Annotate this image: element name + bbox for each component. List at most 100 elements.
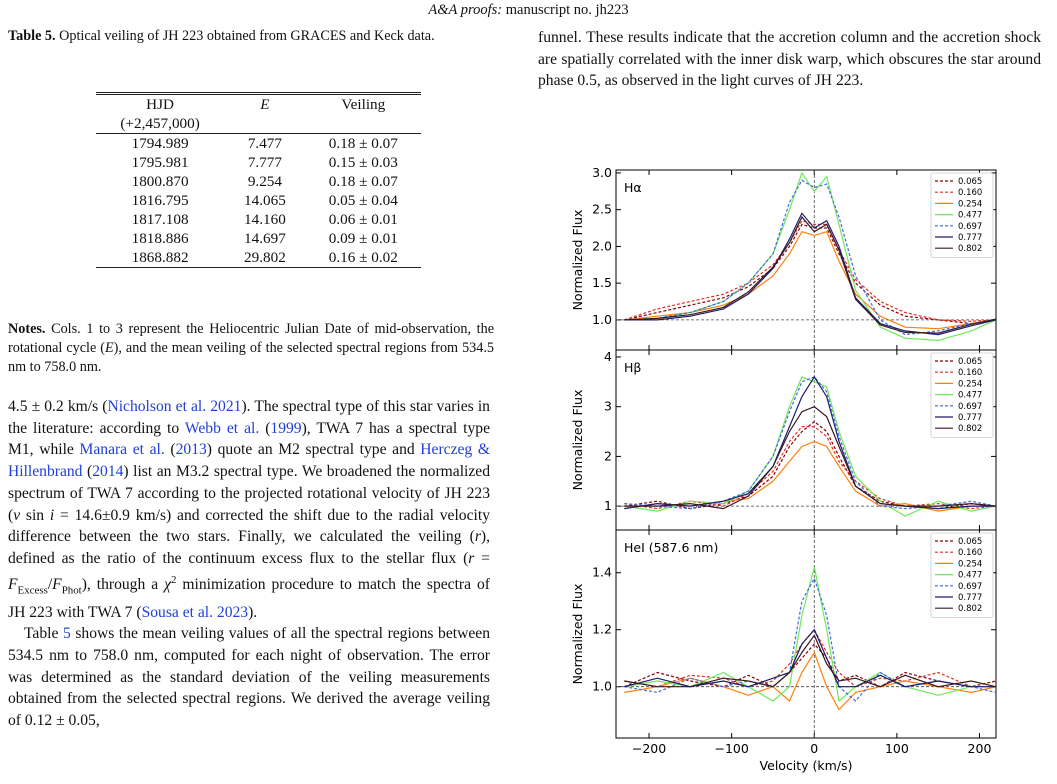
y-tick-label: 3.0 — [592, 165, 612, 180]
legend-label: 0.160 — [958, 548, 982, 558]
table-row: 1818.886 14.697 0.09 ± 0.01 — [96, 229, 421, 248]
table-header-cell: Veiling — [306, 94, 421, 115]
text-run: Optical veiling of JH 223 obtained from … — [55, 28, 435, 44]
citation-link[interactable]: Nicholson et al. 2021 — [107, 398, 242, 415]
y-tick-label: 1.5 — [592, 275, 612, 290]
text-run: shows the mean veiling values of all the… — [8, 625, 490, 730]
spectrum-line — [624, 230, 996, 330]
axes-frame — [615, 529, 997, 739]
text-run: 4.5 ± 0.2 km/s ( — [8, 398, 108, 415]
table-cell: 1795.981 — [131, 154, 189, 171]
text-run: ), defined as the ratio of the continuum… — [8, 528, 490, 567]
styled-text: E — [105, 340, 114, 356]
text-run: = — [474, 549, 490, 567]
body-text: 4.5 ± 0.2 km/s (Nicholson et al. 2021). … — [8, 396, 490, 732]
legend-label: 0.254 — [958, 379, 982, 389]
text-run: Cols. 1 to 3 represent the Heliocentric … — [8, 321, 494, 356]
table-row: 1795.981 7.777 0.15 ± 0.03 — [96, 153, 421, 172]
legend-label: 0.802 — [958, 244, 982, 254]
text-run: ), through a — [81, 575, 165, 593]
y-tick-label: 2.5 — [592, 202, 612, 217]
legend-label: 0.160 — [958, 368, 982, 378]
spectrum-line — [624, 215, 996, 334]
spectrum-line — [624, 375, 996, 510]
citation-link[interactable]: 2013 — [175, 441, 207, 459]
citation-link[interactable]: 5 — [62, 625, 71, 643]
citation-link[interactable]: Webb et al. — [184, 419, 260, 437]
header-text: (+2,457,000) — [120, 115, 200, 132]
legend-label: 0.777 — [958, 413, 982, 423]
styled-text: F — [52, 575, 62, 593]
text-run: sin — [20, 506, 50, 524]
spectrum-line — [624, 406, 996, 510]
legend-box — [930, 352, 994, 438]
legend-box — [930, 172, 994, 258]
y-axis-label: Normalized Flux — [570, 584, 585, 685]
paragraph: 4.5 ± 0.2 km/s (Nicholson et al. 2021). … — [8, 396, 490, 623]
table-header-cell: HJD — [96, 94, 224, 115]
legend-label: 0.477 — [958, 391, 982, 401]
table-row: 1794.989 7.477 0.18 ± 0.07 — [96, 134, 421, 154]
y-tick-label: 2 — [604, 448, 612, 463]
legend-box — [930, 532, 994, 618]
table-cell: 14.160 — [244, 211, 286, 228]
citation-link[interactable]: Herczeg & Hillenbrand — [8, 441, 490, 481]
spectrum-line — [624, 426, 996, 510]
table-row: 1817.108 14.160 0.06 ± 0.01 — [96, 210, 421, 229]
table-box: HJD E Veiling (+2,457,000) 1794.989 7.477 0.18… — [96, 92, 421, 268]
panel-label: Hβ — [624, 360, 641, 375]
citation-link[interactable]: Sousa et al. 2023 — [141, 603, 249, 621]
table-cell: 1800.870 — [131, 173, 189, 190]
legend-label: 0.254 — [958, 199, 982, 209]
table-cell: 7.777 — [247, 154, 282, 171]
table-cell: 1817.108 — [131, 211, 189, 228]
y-tick-label: 1 — [604, 498, 612, 513]
styled-text: 2 — [170, 573, 177, 586]
legend-label: 0.065 — [958, 357, 982, 367]
text-run: ( — [82, 463, 93, 481]
citation-link[interactable]: 2014 — [92, 463, 124, 481]
spectrum-line — [624, 634, 996, 688]
table-cell: 9.254 — [247, 173, 282, 190]
styled-text: Excess — [17, 583, 48, 596]
styled-text: Notes. — [8, 321, 46, 337]
table-header-cell: (+2,457,000) — [96, 114, 225, 134]
header-text: HJD — [146, 96, 174, 113]
text-run: ), TWA 7 has a spectral type M1, while — [8, 419, 491, 459]
citation-link[interactable]: Manara et al. — [79, 441, 165, 459]
table: HJD E Veiling (+2,457,000) 1794.989 7.477 0.18… — [96, 92, 421, 268]
legend-label: 0.777 — [958, 593, 982, 603]
text-run: minimization procedure to match the spec… — [8, 575, 490, 621]
spectrum-line — [624, 219, 996, 322]
x-tick-label: 0 — [810, 741, 818, 756]
text-run: ( — [164, 441, 176, 459]
styled-text: r — [474, 528, 481, 546]
panel-label: Hα — [624, 180, 642, 195]
y-tick-label: 3 — [604, 399, 612, 414]
legend-label: 0.802 — [958, 604, 982, 614]
x-tick-label: −100 — [714, 741, 748, 756]
text-run: ). The spectral type of this star varies… — [8, 398, 490, 437]
spectrum-line — [624, 440, 996, 512]
table-row: 1868.882 29.802 0.16 ± 0.02 — [96, 248, 421, 268]
text-run: ) list an M3.2 spectral type. We broaden… — [8, 463, 490, 524]
table-header-row: HJD E Veiling — [96, 94, 421, 115]
table-cell: 14.697 — [244, 230, 286, 247]
legend-label: 0.697 — [958, 222, 982, 232]
legend-label: 0.065 — [958, 537, 982, 547]
text-run: ). — [248, 603, 258, 621]
table-cell: 0.18 ± 0.07 — [328, 173, 398, 190]
table-cell: 0.18 ± 0.07 — [328, 135, 398, 152]
header-text: E — [260, 96, 270, 113]
citation-link[interactable]: 1999 — [270, 419, 302, 437]
legend-label: 0.477 — [958, 571, 982, 581]
text-run: ) quote an M2 spectral type and — [206, 441, 421, 459]
text-run: manuscript no. jh223 — [502, 2, 629, 18]
styled-text: A&A proofs: — [428, 2, 503, 18]
table-cell: 0.05 ± 0.04 — [328, 192, 398, 209]
text-run: ( — [259, 419, 271, 437]
legend-label: 0.065 — [958, 177, 982, 187]
panel-label: HeI (587.6 nm) — [624, 540, 718, 555]
spectrum-line — [624, 628, 996, 688]
